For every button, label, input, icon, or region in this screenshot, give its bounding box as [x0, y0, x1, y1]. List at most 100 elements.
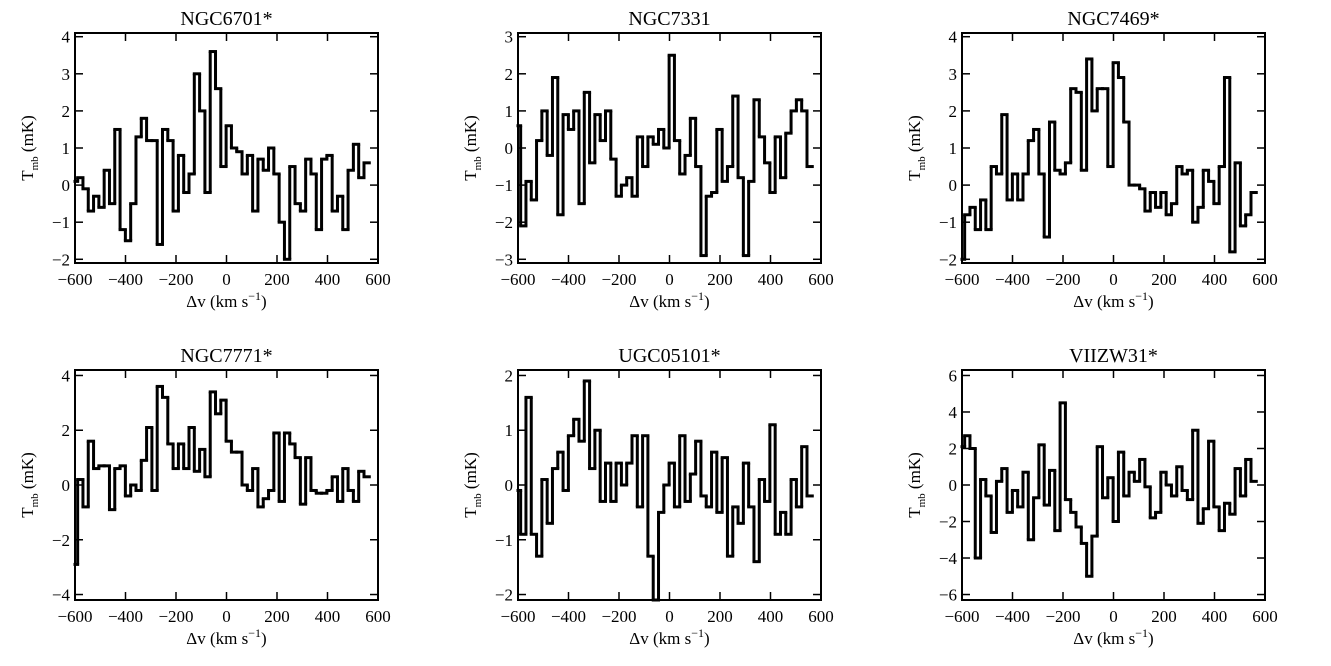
y-tick-label: −1	[939, 213, 957, 232]
panel: NGC7771* −600 −400 −200 0 200 400 600 −4 −2 0 2 4 Δv …	[18, 345, 391, 648]
plot-frame	[74, 369, 379, 601]
y-axis-label-sub: mb	[472, 156, 484, 171]
x-axis-label-part: )	[1148, 629, 1154, 648]
x-tick-label: 0	[665, 270, 674, 289]
panel-title: NGC7331	[628, 8, 710, 30]
y-tick-label: 2	[505, 65, 514, 84]
x-tick-label: −600	[944, 607, 979, 626]
y-tick-label: 1	[505, 421, 514, 440]
x-tick-label: 200	[1151, 270, 1177, 289]
y-axis-label-part: T	[905, 170, 924, 181]
y-tick-label: −4	[939, 549, 958, 568]
y-axis-label-part: T	[905, 507, 924, 518]
y-axis-label-part: T	[461, 507, 480, 518]
x-axis-label-sup: −1	[691, 289, 704, 303]
y-tick-label: −2	[939, 250, 957, 269]
y-axis-label-part: (mK)	[18, 115, 37, 156]
x-tick-label: 0	[665, 607, 674, 626]
y-tick-label: 4	[62, 28, 71, 47]
y-axis-label: Tmb (mK)	[905, 452, 928, 518]
y-tick-label: 1	[505, 102, 514, 121]
y-tick-label: 3	[62, 65, 71, 84]
x-tick-label: −200	[1045, 270, 1080, 289]
panel-title: NGC6701*	[180, 8, 272, 30]
y-tick-label: 2	[62, 421, 71, 440]
x-tick-label: 400	[1202, 270, 1228, 289]
y-axis-label: Tmb (mK)	[461, 115, 484, 181]
x-axis-label-sup: −1	[691, 626, 704, 640]
panel-title: NGC7771*	[180, 345, 272, 367]
y-axis-label-part: (mK)	[905, 452, 924, 493]
y-axis-label: Tmb (mK)	[461, 452, 484, 518]
plot-frame	[517, 369, 822, 601]
y-axis-label-part: (mK)	[461, 115, 480, 156]
y-tick-label: 3	[949, 65, 958, 84]
x-tick-label: −200	[1045, 607, 1080, 626]
x-tick-label: 600	[365, 270, 391, 289]
plot-frame	[961, 32, 1266, 264]
y-axis-label-part: (mK)	[905, 115, 924, 156]
y-tick-label: 4	[62, 366, 71, 385]
x-tick-label: 600	[808, 270, 834, 289]
x-axis-label-part: Δv (km s	[1073, 629, 1135, 648]
y-tick-label: −1	[495, 531, 513, 550]
x-tick-label: 200	[264, 270, 290, 289]
panel-title: UGC05101*	[618, 345, 720, 367]
x-tick-label: −200	[158, 607, 193, 626]
y-tick-label: 2	[62, 102, 71, 121]
x-tick-label: 600	[365, 607, 391, 626]
y-tick-label: −3	[495, 250, 513, 269]
y-tick-label: 0	[62, 476, 71, 495]
x-tick-label: −600	[57, 607, 92, 626]
x-tick-label: 0	[222, 607, 231, 626]
x-axis-label-part: Δv (km s	[186, 292, 248, 311]
x-tick-label: 0	[1109, 607, 1118, 626]
y-tick-label: 2	[949, 102, 958, 121]
x-tick-label: 200	[1151, 607, 1177, 626]
x-axis-label-part: Δv (km s	[1073, 292, 1135, 311]
y-tick-label: 3	[505, 28, 514, 47]
x-tick-label: 400	[315, 607, 341, 626]
x-tick-label: −600	[500, 607, 535, 626]
x-axis-label-part: Δv (km s	[629, 629, 691, 648]
y-axis-label-sub: mb	[29, 493, 41, 508]
y-axis-label: Tmb (mK)	[18, 115, 41, 181]
y-axis-label-part: T	[461, 170, 480, 181]
x-axis-label: Δv (km s−1)	[1073, 289, 1153, 311]
x-axis-label: Δv (km s−1)	[186, 289, 266, 311]
x-tick-label: 200	[707, 607, 733, 626]
y-tick-label: −1	[52, 213, 70, 232]
x-tick-label: −400	[995, 607, 1030, 626]
y-axis-label-sub: mb	[916, 156, 928, 171]
x-tick-label: −200	[601, 270, 636, 289]
x-axis-label-sup: −1	[248, 626, 261, 640]
y-tick-label: −6	[939, 586, 957, 605]
y-tick-label: 0	[505, 139, 514, 158]
x-tick-label: −200	[601, 607, 636, 626]
panel-title: NGC7469*	[1067, 8, 1159, 30]
x-axis-label: Δv (km s−1)	[1073, 626, 1153, 648]
y-axis-label-sub: mb	[29, 156, 41, 171]
y-axis-label-sub: mb	[916, 493, 928, 508]
x-tick-label: 600	[1252, 607, 1278, 626]
x-tick-label: −200	[158, 270, 193, 289]
y-tick-label: 2	[505, 366, 514, 385]
plot-frame	[517, 32, 822, 264]
panel: VIIZW31* −600 −400 −200 0 200 400 600 −6 −4 −2 0 2 4 6…	[905, 345, 1278, 648]
x-axis-label-sup: −1	[248, 289, 261, 303]
y-axis-label-part: T	[18, 170, 37, 181]
x-axis-label: Δv (km s−1)	[629, 626, 709, 648]
x-axis-label-sup: −1	[1135, 626, 1148, 640]
y-tick-label: 4	[949, 28, 958, 47]
y-tick-label: −2	[52, 531, 70, 550]
x-axis-label-part: )	[704, 629, 710, 648]
x-tick-label: 400	[758, 607, 784, 626]
y-tick-label: −2	[939, 513, 957, 532]
y-tick-label: −2	[495, 586, 513, 605]
y-axis-label-part: (mK)	[18, 452, 37, 493]
panel: NGC7469* −600 −400 −200 0 200 400 600 −2 −1 0 1 2 3 4 Δ…	[905, 8, 1278, 311]
y-tick-label: 0	[62, 176, 71, 195]
y-tick-label: 0	[949, 176, 958, 195]
y-tick-label: 2	[949, 439, 958, 458]
x-tick-label: −600	[944, 270, 979, 289]
